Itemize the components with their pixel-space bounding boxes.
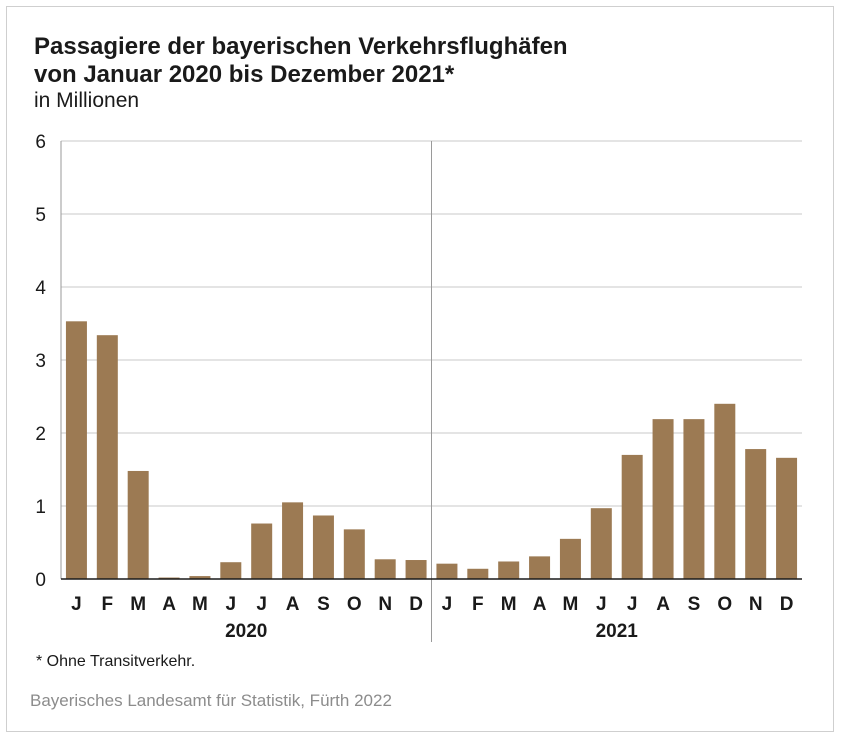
chart-subtitle: in Millionen <box>34 89 140 112</box>
x-tick-label: A <box>286 594 300 615</box>
bar <box>559 538 581 579</box>
y-tick-label: 0 <box>35 570 46 591</box>
y-tick-label: 5 <box>35 205 46 226</box>
y-tick-label: 6 <box>35 132 46 153</box>
x-tick-label: J <box>627 594 638 615</box>
x-tick-label: N <box>378 594 392 615</box>
bar <box>529 556 551 579</box>
x-tick-label: M <box>501 594 517 615</box>
bar <box>220 562 242 579</box>
x-tick-label: O <box>717 594 732 615</box>
x-tick-label: S <box>317 594 330 615</box>
x-tick-label: J <box>256 594 267 615</box>
x-tick-label: J <box>71 594 82 615</box>
x-tick-label: J <box>442 594 453 615</box>
x-tick-label: J <box>226 594 237 615</box>
chart-frame <box>6 6 834 732</box>
bar <box>745 449 767 579</box>
bar <box>590 508 612 579</box>
year-label: 2021 <box>596 621 639 642</box>
chart-title-line-2: von Januar 2020 bis Dezember 2021* <box>34 61 455 88</box>
y-tick-label: 3 <box>35 351 46 372</box>
bar <box>498 561 520 579</box>
y-tick-label: 4 <box>35 278 46 299</box>
x-tick-label: O <box>347 594 362 615</box>
bar <box>652 419 674 579</box>
x-tick-label: M <box>192 594 208 615</box>
x-tick-label: N <box>749 594 763 615</box>
bar <box>374 559 396 579</box>
x-tick-label: S <box>688 594 701 615</box>
x-tick-label: F <box>472 594 484 615</box>
bar <box>127 470 149 579</box>
year-label: 2020 <box>225 621 267 642</box>
y-tick-label: 2 <box>35 424 46 445</box>
bar <box>189 576 211 579</box>
y-tick-label: 1 <box>35 497 46 518</box>
bar <box>683 419 705 579</box>
bar <box>714 403 736 579</box>
x-tick-label: M <box>130 594 146 615</box>
bar <box>251 523 273 579</box>
bar <box>312 515 334 579</box>
bar <box>343 529 365 579</box>
bar <box>776 457 798 579</box>
bar <box>65 321 87 579</box>
x-tick-label: A <box>162 594 176 615</box>
x-tick-label: A <box>656 594 670 615</box>
x-tick-label: M <box>563 594 579 615</box>
bar <box>621 454 643 579</box>
bar <box>405 560 427 579</box>
bar <box>436 563 458 579</box>
bar <box>282 502 304 579</box>
x-tick-label: F <box>102 594 114 615</box>
chart-title: Passagiere der bayerischen Verkehrsflugh… <box>34 33 568 89</box>
x-tick-label: D <box>409 594 423 615</box>
bar <box>467 568 489 579</box>
source-note: Bayerisches Landesamt für Statistik, Für… <box>30 691 392 710</box>
bar <box>96 335 118 579</box>
footnote: * Ohne Transitverkehr. <box>36 653 196 670</box>
chart-title-line-1: Passagiere der bayerischen Verkehrsflugh… <box>34 33 568 60</box>
x-tick-label: J <box>596 594 607 615</box>
x-tick-label: A <box>533 594 547 615</box>
x-tick-label: D <box>780 594 794 615</box>
